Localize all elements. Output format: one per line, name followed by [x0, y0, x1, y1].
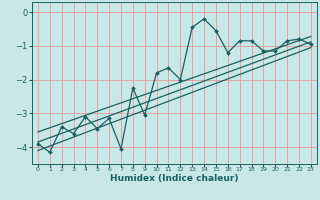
X-axis label: Humidex (Indice chaleur): Humidex (Indice chaleur): [110, 174, 239, 183]
